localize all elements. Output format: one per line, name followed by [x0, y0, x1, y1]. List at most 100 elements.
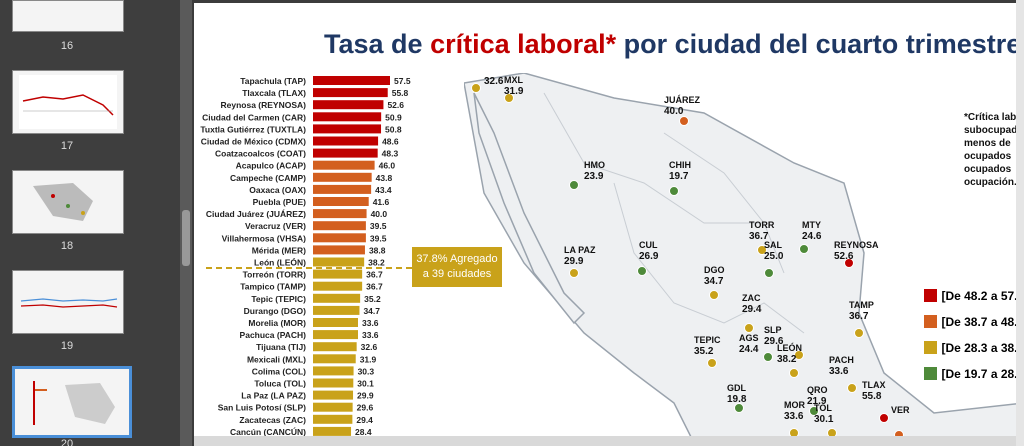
bar: [313, 269, 363, 279]
value-label: 43.8: [376, 173, 393, 183]
city-code: MOR: [784, 400, 805, 410]
bar: [313, 76, 390, 85]
legend-swatch: [924, 341, 937, 355]
city-marker: [879, 413, 889, 423]
category-label: Reynosa (REYNOSA): [221, 100, 307, 110]
category-label: Veracruz (VER): [245, 221, 306, 231]
city-code: QRO: [807, 385, 828, 395]
city-marker: [809, 406, 819, 416]
value-label: 57.5: [394, 76, 411, 86]
city-marker: [471, 83, 481, 93]
value-label: 50.8: [385, 124, 402, 134]
value-label: 48.3: [382, 149, 399, 159]
category-label: Ciudad de México (CDMX): [201, 137, 306, 147]
bar: [313, 402, 353, 412]
slide-thumbnail[interactable]: [12, 170, 124, 234]
methodology-note: *Crítica labo subocupado menos de ocupados o…: [964, 112, 1024, 188]
category-label: León (LEÓN): [254, 257, 306, 268]
bar-chart: Tapachula (TAP) 57.5 Tlaxcala (TLAX) 55.8 Re…: [200, 76, 411, 437]
city-marker: [799, 244, 809, 254]
city-code: CHIH: [669, 160, 691, 170]
thumbnail-preview: [19, 75, 117, 129]
city-code: TLAX: [862, 380, 886, 390]
slide-thumbnail[interactable]: [12, 270, 124, 334]
category-label: Tuxtla Gutiérrez (TUXTLA): [200, 124, 306, 134]
horizontal-scrollbar[interactable]: [194, 436, 1024, 446]
city-value: 24.4: [739, 344, 759, 355]
city-value: 32.6: [484, 76, 504, 87]
city-code: LA PAZ: [564, 245, 596, 255]
city-value: 52.6: [834, 251, 854, 262]
city-code: VER: [891, 405, 910, 415]
city-marker: [669, 186, 679, 196]
category-label: Torreón (TORR): [243, 270, 307, 280]
city-code: TIJ: [484, 73, 497, 75]
bar: [313, 330, 358, 340]
slide-thumbnail-selected[interactable]: [12, 366, 132, 438]
category-label: Toluca (TOL): [254, 379, 306, 389]
city-code: TORR: [749, 220, 775, 230]
bar: [313, 88, 388, 98]
city-marker: [709, 290, 719, 300]
value-label: 30.1: [357, 379, 374, 389]
value-label: 50.9: [385, 112, 402, 122]
slide-thumbnail[interactable]: [12, 70, 124, 134]
city-code: JUÁREZ: [664, 95, 701, 105]
legend-item: [De 48.2 a 57.5: [924, 287, 1024, 305]
legend-item: [De 19.7 a 28.2: [924, 365, 1024, 383]
bar: [313, 426, 352, 436]
state-borders: [543, 92, 805, 334]
city-value: 33.6: [784, 411, 804, 422]
city-code: HMO: [584, 160, 605, 170]
city-value: 38.2: [777, 354, 797, 365]
city-code: ZAC: [742, 293, 761, 303]
city-value: 36.7: [749, 231, 769, 242]
value-label: 41.6: [373, 197, 390, 207]
slide-thumbnail[interactable]: [12, 0, 124, 32]
city-marker: [763, 352, 773, 362]
thumbnail-scrollbar[interactable]: [180, 0, 192, 446]
category-label: Tepic (TEPIC): [251, 294, 306, 304]
city-marker: [764, 268, 774, 278]
slide-number: 16: [60, 40, 74, 52]
city-value: 19.7: [669, 171, 689, 182]
city-marker: [637, 266, 647, 276]
city-code: DGO: [704, 265, 725, 275]
value-label: 43.4: [375, 185, 392, 195]
value-label: 55.8: [392, 88, 409, 98]
value-label: 48.6: [382, 137, 399, 147]
slide-title: Tasa de crítica laboral* por ciudad del …: [324, 29, 1024, 59]
bar: [313, 378, 354, 388]
legend-swatch: [924, 315, 937, 329]
value-label: 38.8: [369, 245, 386, 255]
city-code: MTY: [802, 220, 821, 230]
city-marker: [844, 258, 854, 268]
city-code: SLP: [764, 325, 782, 335]
category-label: San Luis Potosí (SLP): [218, 403, 306, 413]
city-marker: [707, 358, 717, 368]
category-label: Zacatecas (ZAC): [239, 415, 306, 425]
bar: [313, 124, 382, 134]
bar: [313, 197, 369, 206]
legend-item: [De 38.7 a 48.1: [924, 313, 1024, 331]
city-value: 36.7: [849, 311, 869, 322]
value-label: 46.0: [379, 161, 396, 171]
category-label: Pachuca (PACH): [240, 330, 307, 340]
value-label: 29.6: [357, 403, 374, 413]
city-value: 33.6: [829, 366, 849, 377]
category-label: Tlaxcala (TLAX): [242, 88, 306, 98]
scrollbar-thumb[interactable]: [182, 210, 190, 266]
category-label: Ciudad Juárez (JUÁREZ): [206, 209, 306, 219]
value-label: 40.0: [371, 209, 388, 219]
city-code: TOL: [814, 403, 832, 413]
city-value: 21.9: [807, 396, 827, 407]
city-code: TAMP: [849, 300, 874, 310]
category-label: Durango (DGO): [244, 306, 306, 316]
bar: [313, 136, 379, 146]
bar: [313, 172, 372, 182]
city-marker: [854, 328, 864, 338]
map-legend: [De 48.2 a 57.5 [De 38.7 a 48.1 [De 28.3…: [924, 287, 1024, 391]
vertical-scrollbar[interactable]: [1016, 0, 1024, 446]
bar: [313, 281, 363, 291]
